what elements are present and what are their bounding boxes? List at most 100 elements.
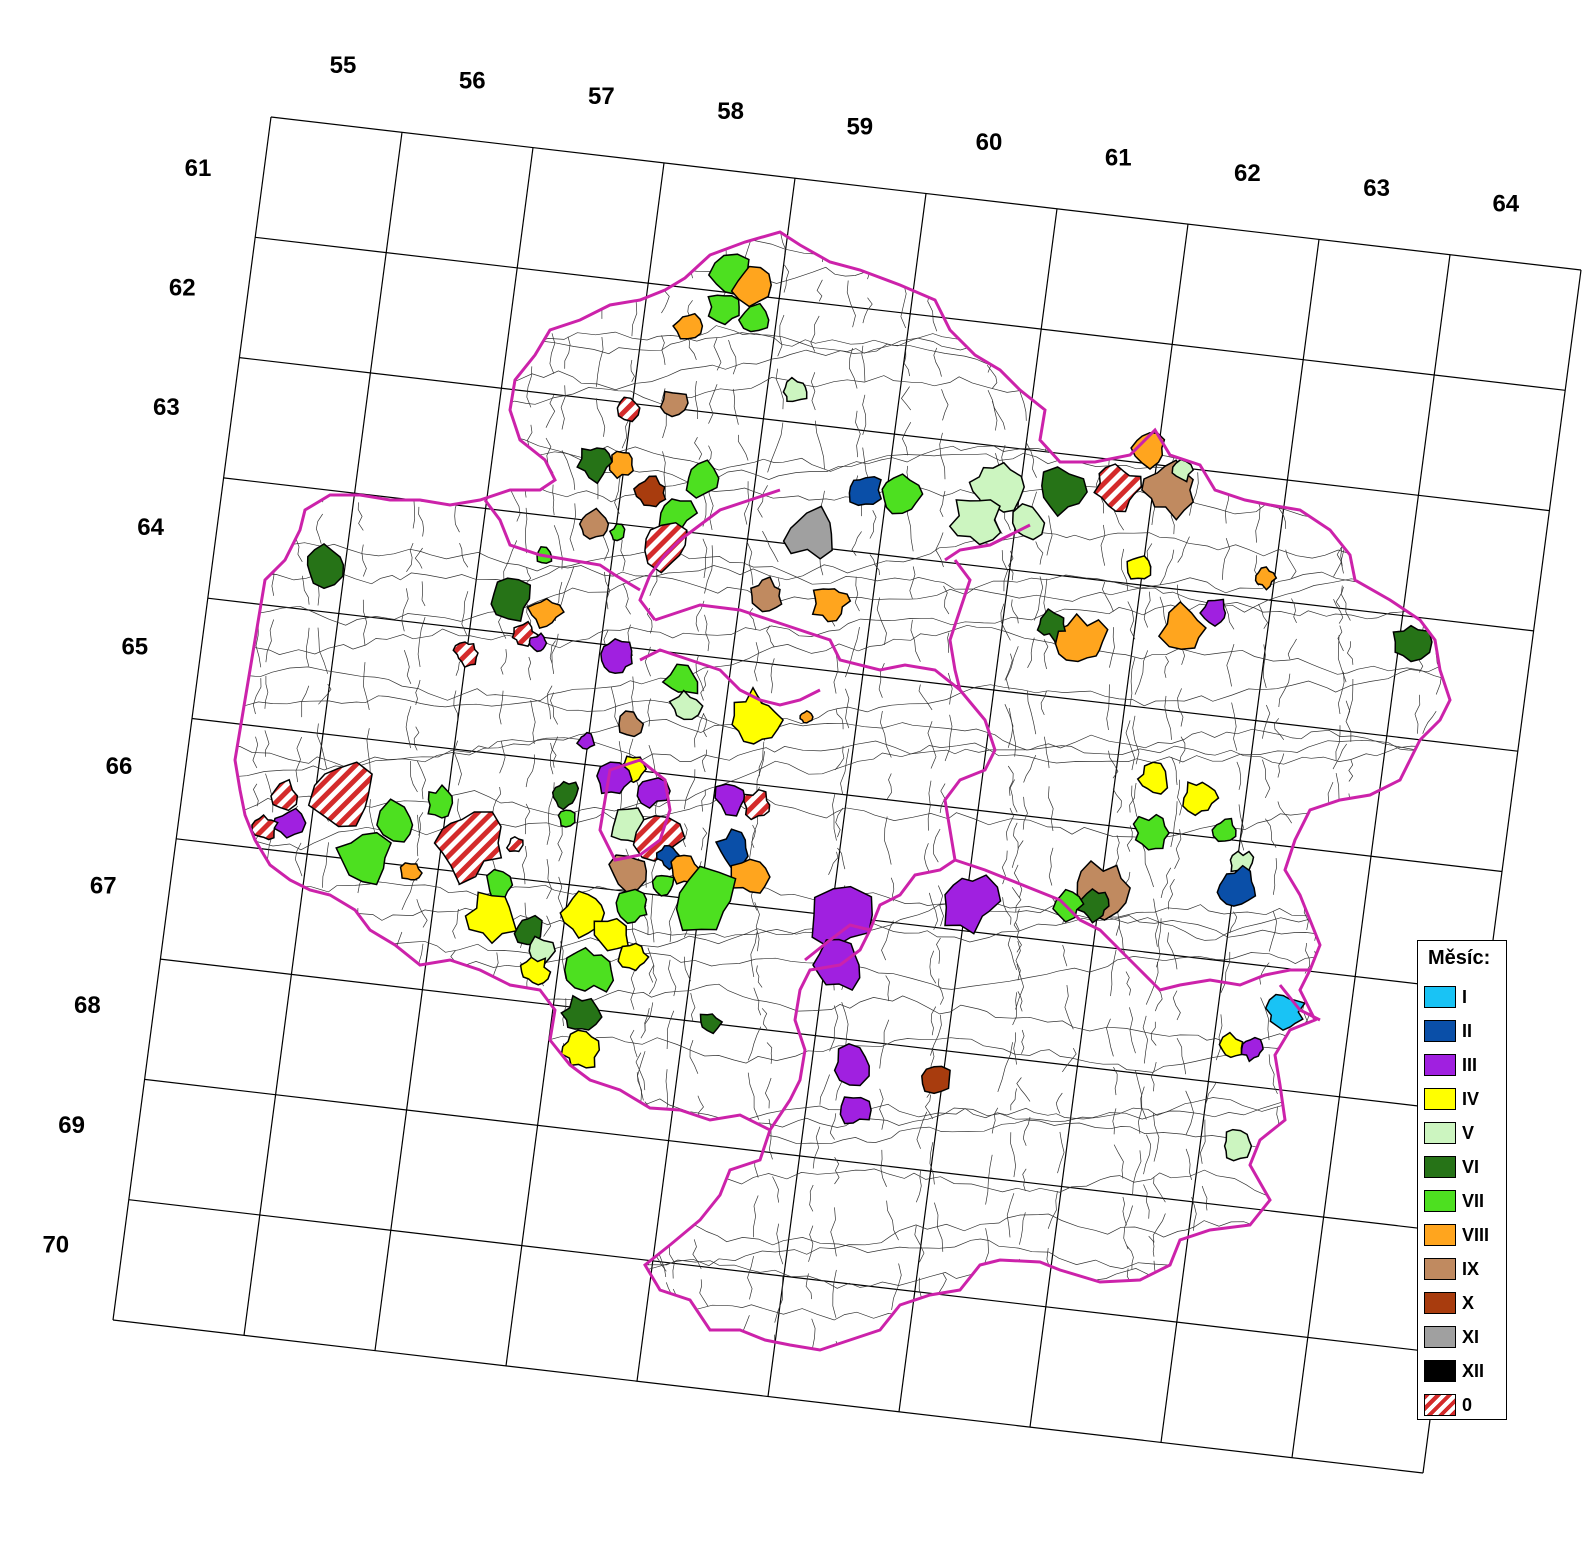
district-line: [1027, 690, 1037, 735]
district-line: [1340, 585, 1351, 621]
district-line: [809, 1184, 814, 1212]
district-line: [862, 394, 867, 436]
district-line: [547, 685, 553, 720]
row-label: 66: [106, 753, 133, 780]
district-line: [528, 656, 532, 681]
district-line: [1187, 377, 1198, 404]
district-line: [830, 1207, 837, 1257]
district-border: [944, 523, 1031, 562]
occurrence-patch: [730, 858, 771, 894]
district-line: [647, 1214, 653, 1266]
district-line: [406, 342, 418, 388]
occurrence-patch: [575, 731, 596, 750]
district-line: [986, 364, 998, 389]
occurrence-patch: [560, 994, 603, 1031]
district-line: [1226, 351, 1230, 376]
district-line: [1041, 326, 1048, 365]
district-line: [1277, 753, 1285, 778]
district-line: [1190, 340, 1198, 366]
district-line: [557, 826, 563, 862]
district-line: [849, 348, 858, 389]
district-line: [295, 736, 303, 783]
district-line: [243, 1150, 250, 1190]
legend-item: 0: [1424, 1388, 1500, 1422]
district-line: [1129, 782, 1137, 813]
district-line: [564, 278, 572, 316]
column-label: 56: [459, 67, 486, 94]
legend-label: IX: [1462, 1258, 1480, 1279]
occurrence-patch: [782, 505, 833, 560]
district-line: [1023, 754, 1037, 783]
occurrence-patch: [251, 813, 279, 841]
district-line: [526, 1214, 539, 1248]
district-line: [1123, 1205, 1133, 1250]
occurrence-patch: [1240, 1036, 1264, 1063]
district-line: [1409, 232, 1416, 267]
occurrence-patch: [1199, 598, 1227, 628]
district-line: [1311, 1246, 1317, 1290]
district-line: [359, 369, 368, 395]
district-line: [1251, 430, 1264, 477]
district-line: [235, 1304, 1450, 1337]
district-line: [631, 290, 638, 337]
district-line: [1193, 1249, 1206, 1289]
district-line: [1422, 711, 1437, 734]
district-line: [569, 503, 576, 551]
district-line: [834, 1157, 840, 1185]
legend-item: XII: [1424, 1354, 1500, 1388]
district-line: [406, 542, 414, 572]
occurrence-patch: [270, 778, 299, 812]
district-line: [1389, 1085, 1399, 1132]
district-line: [841, 1001, 849, 1047]
district-line: [910, 619, 921, 662]
district-line: [663, 232, 669, 273]
district-line: [236, 232, 244, 277]
district-line: [1260, 997, 1270, 1041]
occurrence-patch: [1036, 607, 1067, 645]
occurrence-patch: [714, 783, 746, 817]
occurrence-patch: [490, 577, 532, 622]
district-line: [255, 624, 262, 668]
district-border: [483, 499, 641, 592]
district-line: [1043, 736, 1050, 769]
district-line: [357, 502, 364, 531]
district-line: [249, 912, 256, 940]
district-line: [276, 232, 288, 277]
district-line: [240, 1203, 246, 1243]
district-line: [756, 965, 763, 988]
district-line: [480, 267, 495, 317]
district-line: [1126, 825, 1133, 852]
district-line: [1002, 897, 1012, 925]
district-line: [924, 1094, 934, 1120]
district-border: [638, 488, 781, 621]
district-line: [880, 710, 892, 758]
district-line: [359, 232, 364, 255]
district-line: [640, 1008, 650, 1039]
occurrence-patch: [644, 522, 688, 574]
district-line: [845, 688, 850, 729]
district-line: [1135, 1070, 1147, 1120]
occurrence-patch: [782, 376, 808, 403]
district-line: [929, 1142, 935, 1185]
district-line: [1257, 266, 1268, 311]
district-line: [983, 1294, 988, 1344]
district-line: [772, 1176, 780, 1203]
district-line: [1040, 690, 1047, 716]
district-line: [525, 476, 532, 498]
district-line: [449, 336, 453, 360]
district-line: [1414, 694, 1421, 734]
district-line: [689, 1039, 699, 1074]
district-line: [524, 803, 531, 835]
district-line: [610, 686, 620, 727]
district-line: [1172, 990, 1181, 1021]
district-line: [918, 1277, 924, 1324]
district-line: [903, 350, 910, 377]
district-line: [708, 384, 718, 424]
district-line: [1306, 1220, 1316, 1265]
district-line: [1007, 765, 1014, 796]
district-line: [1131, 1284, 1140, 1327]
district-line: [1194, 1346, 1203, 1350]
legend-swatch: [1424, 1394, 1456, 1416]
district-line: [1140, 839, 1154, 888]
district-line: [639, 1130, 650, 1158]
